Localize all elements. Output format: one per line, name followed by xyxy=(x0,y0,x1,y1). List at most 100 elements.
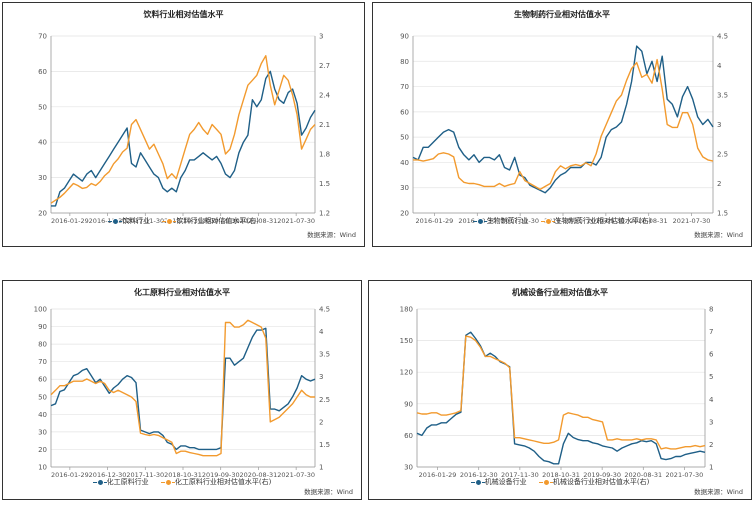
chart-svg: 10 20 30 40 50 60 70 80 90 100 1 1.5 2 2.5 3 3.5 4 4.5 201… xyxy=(34,306,331,480)
y-tick-label: 100 xyxy=(34,306,47,314)
y2-tick-label: 2.5 xyxy=(319,396,330,404)
chart-title: 饮料行业相对估值水平 xyxy=(143,10,224,19)
chart-legend: 生物制药行业 生物制药行业相对估值水平(右) xyxy=(373,216,751,226)
y-tick-label: 90 xyxy=(400,33,409,41)
y-tick-label: 90 xyxy=(404,400,413,408)
legend-label: 机械设备行业 xyxy=(484,478,527,486)
x-tick-label: 2019-09-30 xyxy=(202,471,240,479)
x-tick-label: 2017-11-30 xyxy=(501,217,539,225)
x-tick-label: 2018-10-31 xyxy=(164,471,202,479)
x-tick-label: 2020-08-31 xyxy=(240,217,278,225)
x-tick-label: 2016-12-30 xyxy=(89,471,127,479)
x-tick-label: 2016-01-29 xyxy=(51,471,89,479)
y-tick-label: 50 xyxy=(400,134,409,142)
y2-tick-label: 4 xyxy=(717,62,722,70)
y-tick-label: 30 xyxy=(38,174,47,182)
y-tick-label: 80 xyxy=(38,341,47,349)
y-tick-label: 60 xyxy=(404,432,413,440)
y-tick-label: 30 xyxy=(404,464,413,472)
y2-tick-label: 4 xyxy=(709,396,714,404)
y-tick-label: 120 xyxy=(400,369,413,377)
chart-title: 机械设备行业相对估值水平 xyxy=(512,288,608,297)
chart-title: 化工原料行业相对估值水平 xyxy=(134,288,230,297)
y-tick-label: 10 xyxy=(38,464,47,472)
y-tick-label: 70 xyxy=(38,33,47,41)
x-tick-label: 2019-09-30 xyxy=(583,471,621,479)
chart-svg: 30 60 90 120 150 180 1 2 3 4 5 6 7 8 2016-01-29 2016-12… xyxy=(400,306,714,480)
y-tick-label: 40 xyxy=(38,411,47,419)
y-tick-label: 20 xyxy=(400,210,409,218)
chart-legend: 化工原料行业 化工原料行业相对估值水平(右) xyxy=(3,477,361,487)
y2-tick-label: 2 xyxy=(709,441,713,449)
chart-panel-chemical: 化工原料行业相对估值水平 10 20 30 40 50 60 70 80 90 100 1 1.5 2 2… xyxy=(2,280,362,500)
x-tick-label: 2021-07-30 xyxy=(277,217,315,225)
y-tick-label: 30 xyxy=(400,184,409,192)
y2-tick-label: 2 xyxy=(717,180,721,188)
x-tick-label: 2017-11-30 xyxy=(126,471,164,479)
chart-svg: 20 30 40 50 60 70 80 90 1.5 2 2.5 3 3.5 4 4.5 2016-01-2… xyxy=(400,33,728,226)
series-line-1 xyxy=(416,331,706,465)
chart-legend: 饮料行业 饮料行业相对估值水平(右) xyxy=(3,216,364,226)
y2-tick-label: 4 xyxy=(319,328,324,336)
chart-panel-biopharma: 生物制药行业相对估值水平 20 30 40 50 60 70 80 90 1.5 2 2.5 3 3.5… xyxy=(372,2,752,247)
y-tick-label: 180 xyxy=(400,306,413,314)
y-tick-label: 90 xyxy=(38,323,47,331)
y-tick-label: 70 xyxy=(400,83,409,91)
series-line-1 xyxy=(51,70,316,207)
y2-tick-label: 2.4 xyxy=(319,92,331,100)
y2-tick-label: 1.5 xyxy=(717,210,728,218)
chart-svg: 20 30 40 50 60 70 1.2 1.5 1.8 2.1 2.4 2.7 3 2016-01-2… xyxy=(38,33,331,226)
y-tick-label: 50 xyxy=(38,103,47,111)
y2-tick-label: 2.7 xyxy=(319,62,330,70)
y2-tick-label: 3 xyxy=(319,33,323,41)
y2-tick-label: 1 xyxy=(709,464,713,472)
y-tick-label: 30 xyxy=(38,428,47,436)
legend-item-series-2: 机械设备行业相对估值水平(右) xyxy=(538,477,649,487)
chart-title: 生物制药行业相对估值水平 xyxy=(514,10,610,19)
y-tick-label: 70 xyxy=(38,358,47,366)
y2-tick-label: 2.5 xyxy=(717,151,728,159)
y2-tick-label: 1.8 xyxy=(319,151,330,159)
y2-tick-label: 4.5 xyxy=(717,33,728,41)
y2-tick-label: 1.2 xyxy=(319,210,330,218)
y-tick-label: 80 xyxy=(400,58,409,66)
series-line-2 xyxy=(50,319,315,457)
x-tick-label: 2017-11-30 xyxy=(126,217,164,225)
x-tick-label: 2019-09-30 xyxy=(587,217,625,225)
x-tick-label: 2021-07-30 xyxy=(666,471,704,479)
legend-label: 生物制药行业相对估值水平(右) xyxy=(554,217,652,225)
y-tick-label: 60 xyxy=(38,376,47,384)
x-tick-label: 2020-08-31 xyxy=(630,217,668,225)
y-tick-label: 40 xyxy=(38,139,47,147)
series-line-2 xyxy=(413,58,714,191)
y2-tick-label: 2 xyxy=(319,418,323,426)
y-tick-label: 150 xyxy=(400,337,413,345)
y2-tick-label: 3 xyxy=(717,121,721,129)
y2-tick-label: 3.5 xyxy=(319,351,330,359)
legend-label: 化工原料行业相对估值水平(右) xyxy=(174,478,272,486)
series-line-1 xyxy=(50,327,316,451)
y-tick-label: 60 xyxy=(400,108,409,116)
x-tick-label: 2021-07-30 xyxy=(277,471,315,479)
y-tick-label: 50 xyxy=(38,393,47,401)
legend-item-series-2: 化工原料行业相对估值水平(右) xyxy=(160,477,272,487)
legend-item-series-1: 饮料行业 xyxy=(108,216,150,226)
legend-item-series-2: 饮料行业相对估值水平(右) xyxy=(162,216,259,226)
y-tick-label: 60 xyxy=(38,68,47,76)
y2-tick-label: 3 xyxy=(709,418,713,426)
y2-tick-label: 8 xyxy=(709,306,713,314)
legend-item-series-2: 生物制药行业相对估值水平(右) xyxy=(540,216,652,226)
x-tick-label: 2018-10-31 xyxy=(542,471,580,479)
y2-tick-label: 4.5 xyxy=(319,306,330,314)
y2-tick-label: 3 xyxy=(319,373,323,381)
legend-label: 化工原料行业 xyxy=(106,478,149,486)
legend-item-series-1: 生物制药行业 xyxy=(472,216,529,226)
chart-panel-beverage: 饮料行业相对估值水平 20 30 40 50 60 70 1.2 1.5 1.8 2.1 2.4 2.… xyxy=(2,2,365,247)
y-tick-label: 20 xyxy=(38,446,47,454)
series-line-2 xyxy=(416,335,706,450)
x-tick-label: 2016-12-30 xyxy=(460,471,498,479)
y2-tick-label: 5 xyxy=(709,373,713,381)
x-tick-label: 2016-01-29 xyxy=(416,217,454,225)
x-tick-label: 2020-08-31 xyxy=(240,471,278,479)
legend-label: 饮料行业 xyxy=(122,217,151,225)
